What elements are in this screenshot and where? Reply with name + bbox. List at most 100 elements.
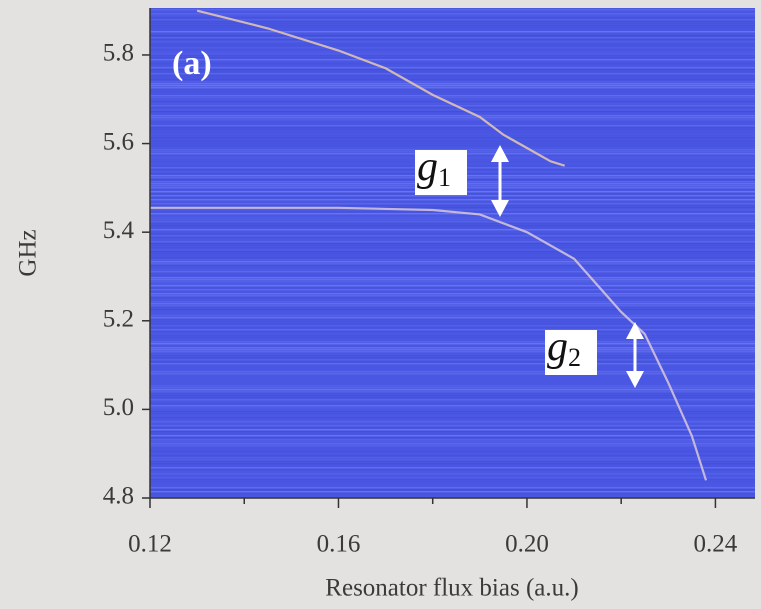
noise-stripe	[150, 123, 755, 124]
noise-stripe	[150, 469, 755, 471]
noise-stripe	[150, 291, 755, 292]
noise-stripe	[150, 17, 755, 19]
y-tick-label: 4.8	[103, 483, 134, 510]
noise-stripe	[150, 79, 755, 81]
noise-stripe	[150, 147, 755, 148]
noise-stripe	[150, 77, 755, 79]
noise-stripe	[150, 389, 755, 391]
noise-stripe	[150, 83, 755, 85]
noise-stripe	[150, 283, 755, 284]
noise-stripe	[150, 141, 755, 143]
noise-stripe	[150, 43, 755, 45]
noise-stripe	[150, 137, 755, 139]
noise-stripe	[150, 439, 755, 441]
noise-stripe	[150, 413, 755, 415]
noise-stripe	[150, 325, 755, 327]
noise-stripe	[150, 241, 755, 243]
noise-stripe	[150, 127, 755, 129]
noise-stripe	[150, 319, 755, 321]
panel-label: (a)	[172, 45, 212, 82]
noise-stripe	[150, 115, 755, 117]
arrows	[491, 145, 644, 388]
noise-stripe	[150, 219, 755, 221]
arrow-head	[491, 200, 509, 217]
noise-stripe	[150, 293, 755, 295]
noise-stripe	[150, 81, 755, 83]
noise-stripe	[150, 483, 755, 484]
noise-stripe	[150, 49, 755, 51]
noise-stripe	[150, 383, 755, 384]
noise-stripe	[150, 437, 755, 439]
noise-stripe	[150, 377, 755, 378]
noise-stripe	[150, 461, 755, 463]
noise-stripe	[150, 33, 755, 34]
noise-stripe	[150, 109, 755, 110]
noise-stripe	[150, 139, 755, 140]
noise-stripe	[150, 295, 755, 297]
noise-stripe	[150, 55, 755, 57]
noise-stripe	[150, 403, 755, 405]
noise-stripe	[150, 243, 755, 245]
noise-stripe	[150, 411, 755, 413]
arrow-head	[626, 371, 644, 388]
noise-stripe	[150, 267, 755, 268]
noise-stripe	[150, 363, 755, 365]
noise-stripe	[150, 225, 755, 227]
noise-stripe	[150, 23, 755, 25]
traces	[150, 9, 708, 481]
noise-stripe	[150, 421, 755, 423]
noise-stripe	[150, 345, 755, 346]
noise-stripe	[150, 11, 755, 12]
noise-stripe	[150, 367, 755, 368]
noise-stripe	[150, 329, 755, 331]
label-box	[415, 150, 467, 195]
noise-stripe	[150, 201, 755, 202]
noise-stripe	[150, 479, 755, 481]
noise-stripe	[150, 247, 755, 249]
noise-stripe	[150, 209, 755, 210]
noise-stripe	[150, 303, 755, 305]
y-tick-label: 5.6	[103, 128, 134, 155]
noise-stripe	[150, 365, 755, 366]
noise-stripe	[150, 409, 755, 410]
noise-stripe	[150, 13, 755, 15]
noise-stripe	[150, 233, 755, 235]
noise-stripe	[150, 485, 755, 486]
noise-stripe	[150, 305, 755, 307]
coupling-symbol: g	[417, 144, 438, 190]
noise-stripe	[150, 425, 755, 427]
noise-stripe	[150, 21, 755, 23]
y-axis-label: GHz	[15, 229, 42, 276]
noise-stripe	[150, 111, 755, 113]
noise-stripe	[150, 249, 755, 250]
coupling-subscript: 2	[568, 343, 581, 372]
noise-stripe	[150, 285, 755, 287]
noise-stripe	[150, 451, 755, 453]
noise-stripe	[150, 85, 755, 87]
noise-stripe	[150, 271, 755, 273]
noise-stripe	[150, 95, 755, 97]
noise-stripe	[150, 199, 755, 201]
noise-stripe	[150, 481, 755, 483]
noise-stripe	[150, 87, 755, 89]
noise-stripe	[150, 433, 755, 435]
arrow-head	[491, 145, 509, 162]
coupling-label: g1	[417, 144, 451, 192]
y-tick-label: 5.0	[103, 394, 134, 421]
noise-stripe	[150, 235, 755, 237]
noise-stripe	[150, 29, 755, 30]
noise-stripe	[150, 41, 755, 42]
noise-stripe	[150, 237, 755, 239]
noise-stripe	[150, 337, 755, 339]
noise-stripe	[150, 63, 755, 65]
noise-stripe	[150, 205, 755, 207]
noise-stripe	[150, 257, 755, 259]
noise-stripe	[150, 335, 755, 337]
noise-stripe	[150, 473, 755, 475]
noise-stripe	[150, 385, 755, 387]
noise-stripe	[150, 61, 755, 62]
noise-stripe	[150, 143, 755, 145]
noise-stripe	[150, 259, 755, 261]
noise-stripe	[150, 491, 755, 493]
noise-stripe	[150, 475, 755, 476]
